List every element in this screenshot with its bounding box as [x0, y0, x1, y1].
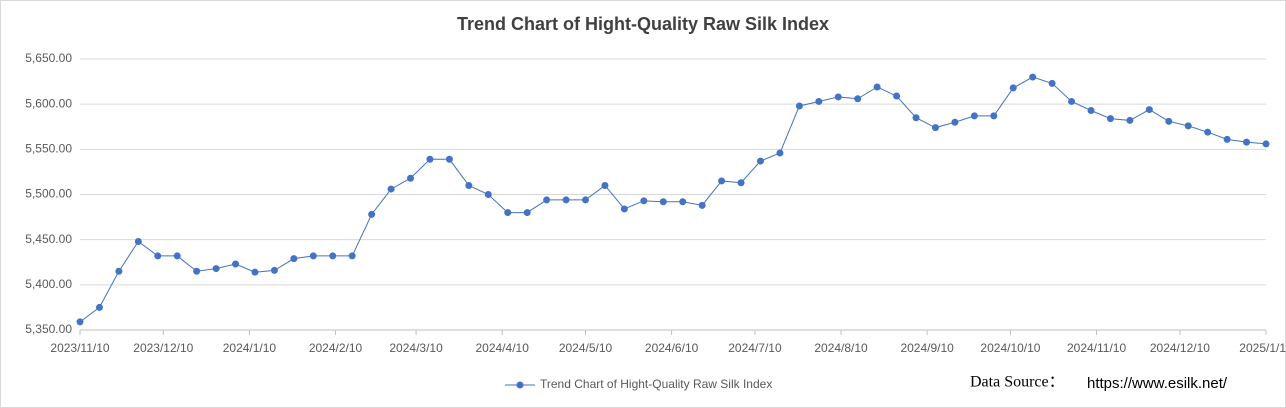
- legend-label: Trend Chart of Hight-Quality Raw Silk In…: [540, 377, 772, 391]
- x-tick-label: 2023/12/10: [133, 341, 193, 355]
- data-point: [931, 124, 939, 132]
- data-point: [1262, 140, 1270, 148]
- data-point: [368, 210, 376, 218]
- x-tick-label: 2024/2/10: [309, 341, 363, 355]
- data-point: [329, 252, 337, 260]
- y-tick-label: 5,550.00: [25, 142, 72, 156]
- x-tick-label: 2024/1/10: [223, 341, 277, 355]
- data-point: [893, 92, 901, 100]
- data-point: [387, 185, 395, 193]
- data-point: [523, 209, 531, 217]
- data-point: [582, 196, 590, 204]
- data-point: [1029, 73, 1037, 81]
- source-label: Data Source：: [970, 374, 1065, 391]
- data-point: [309, 252, 317, 260]
- data-point: [834, 93, 842, 101]
- y-tick-label: 5,500.00: [25, 187, 72, 201]
- data-point: [1204, 128, 1212, 136]
- data-point: [718, 177, 726, 185]
- data-point: [970, 112, 978, 120]
- data-point: [776, 149, 784, 157]
- y-tick-label: 5,400.00: [25, 277, 72, 291]
- x-tick-label: 2025/1/10: [1239, 341, 1286, 355]
- x-tick-label: 2024/3/10: [389, 341, 443, 355]
- x-tick-label: 2024/4/10: [475, 341, 529, 355]
- data-point: [1087, 106, 1095, 114]
- data-point: [173, 252, 181, 260]
- data-point: [795, 102, 803, 110]
- data-point: [290, 255, 298, 263]
- x-tick-label: 2024/7/10: [728, 341, 782, 355]
- data-point: [679, 198, 687, 206]
- data-point: [873, 83, 881, 91]
- data-point: [1048, 79, 1056, 87]
- x-tick-label: 2023/11/10: [50, 341, 109, 355]
- x-tick-label: 2024/5/10: [559, 341, 613, 355]
- data-point: [1009, 84, 1017, 92]
- data-point: [854, 95, 862, 103]
- data-point: [251, 268, 259, 276]
- data-point: [76, 318, 84, 326]
- data-point: [912, 114, 920, 122]
- data-point: [601, 181, 609, 189]
- data-point: [1068, 97, 1076, 105]
- data-point: [737, 179, 745, 187]
- legend-marker: [516, 381, 524, 389]
- x-tick-label: 2024/9/10: [900, 341, 954, 355]
- data-point: [1165, 117, 1173, 125]
- source-url: https://www.esilk.net/: [1087, 375, 1228, 392]
- data-point: [815, 97, 823, 105]
- data-point: [1243, 138, 1251, 146]
- data-point: [698, 201, 706, 209]
- data-point: [1106, 115, 1114, 123]
- data-point: [1126, 116, 1134, 124]
- x-tick-label: 2024/6/10: [645, 341, 699, 355]
- y-tick-label: 5,650.00: [25, 51, 72, 65]
- chart-title: Trend Chart of Hight-Quality Raw Silk In…: [457, 14, 829, 34]
- data-point: [232, 260, 240, 268]
- data-point: [212, 265, 220, 273]
- data-point: [562, 196, 570, 204]
- data-point: [1145, 106, 1153, 114]
- data-point: [1223, 135, 1231, 143]
- data-point: [504, 209, 512, 217]
- data-point: [951, 118, 959, 126]
- x-tick-label: 2024/8/10: [814, 341, 868, 355]
- y-tick-label: 5,350.00: [25, 322, 72, 336]
- data-point: [659, 198, 667, 206]
- series-line: [79, 76, 1267, 323]
- x-tick-label: 2024/12/10: [1150, 341, 1210, 355]
- data-point: [115, 267, 123, 275]
- data-point: [465, 181, 473, 189]
- data-point: [620, 205, 628, 213]
- data-point: [348, 252, 356, 260]
- x-tick-label: 2024/11/10: [1067, 341, 1126, 355]
- data-point: [756, 157, 764, 165]
- data-point: [543, 196, 551, 204]
- data-point: [426, 155, 434, 163]
- data-point: [270, 266, 278, 274]
- data-point: [407, 174, 415, 182]
- data-point: [640, 197, 648, 205]
- data-point: [95, 303, 103, 311]
- data-point: [484, 191, 492, 198]
- data-point: [990, 112, 998, 120]
- y-tick-label: 5,450.00: [25, 232, 72, 246]
- data-point: [154, 252, 162, 260]
- x-tick-label: 2024/10/10: [980, 341, 1040, 355]
- y-tick-label: 5,600.00: [25, 96, 72, 110]
- data-point: [445, 155, 453, 163]
- data-point: [193, 267, 201, 275]
- data-point: [134, 237, 142, 245]
- data-point: [1184, 122, 1192, 130]
